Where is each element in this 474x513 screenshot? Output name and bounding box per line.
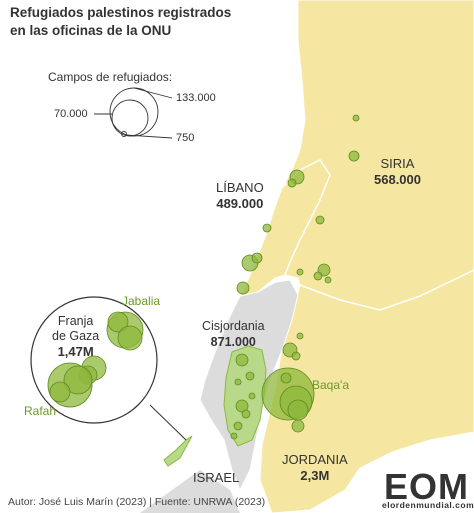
legend-value-medium: 70.000 [54, 108, 88, 120]
lebanon-camps [236, 169, 305, 295]
legend-title: Campos de refugiados: [48, 70, 173, 84]
rafah-label: Rafah [24, 404, 57, 418]
logo-mark: EOM [384, 466, 470, 507]
map-title: Refugiados palestinos registrados en las… [10, 5, 232, 38]
gaza-camps [47, 311, 144, 408]
gaza-strip-territory [163, 435, 193, 467]
west-bank-camps [230, 353, 256, 440]
syria-jordan-region [239, 0, 474, 513]
legend-value-small: 750 [176, 132, 195, 144]
syria-jordan-border [299, 269, 474, 311]
gaza-label: Franja de Gaza 1,47M [52, 314, 100, 359]
israel-label: ISRAEL [193, 470, 240, 485]
logo-site: elordenmundial.com [382, 500, 474, 510]
jabalia-label: Jabalia [122, 294, 161, 308]
syria-camps [296, 114, 360, 284]
baqaa-label: Baqa'a [312, 378, 349, 392]
lebanon-label: LÍBANO 489.000 [216, 180, 264, 211]
jordan-camps [261, 332, 315, 433]
source-credit: Autor: José Luis Marín (2023) | Fuente: … [8, 496, 266, 508]
west-bank-territory [223, 345, 267, 447]
jordan-label: JORDANIA 2,3M [282, 452, 348, 483]
syria-label: SIRIA 568.000 [374, 156, 421, 187]
legend-value-large: 133.000 [176, 92, 216, 104]
legend-circles [94, 87, 173, 139]
lebanon-border [281, 159, 331, 276]
egypt-territory [140, 470, 240, 513]
west-bank-label: Cisjordania 871.000 [202, 319, 265, 349]
